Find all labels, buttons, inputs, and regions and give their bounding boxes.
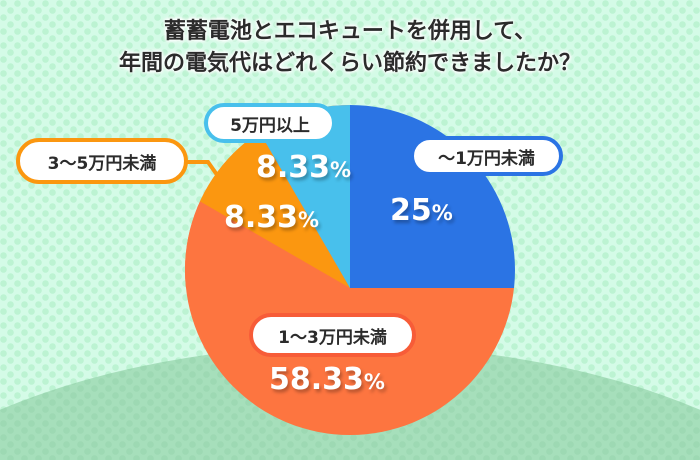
title-line-1: 蓄蓄電池とエコキュートを併用して、 — [163, 19, 537, 44]
label-30k-50k: 3〜5万円未満 — [16, 138, 188, 184]
chart-title: 蓄蓄電池とエコキュートを併用して、 年間の電気代はどれくらい節約できましたか？ — [0, 16, 700, 80]
label-over-50k: 5万円以上 — [204, 103, 336, 143]
pct-30k-50k: 8.33% — [224, 200, 320, 235]
pct-10k-30k: 58.33% — [269, 362, 385, 397]
title-line-2: 年間の電気代はどれくらい節約できましたか？ — [118, 51, 581, 76]
slice-over-50k — [185, 105, 350, 288]
label-under-10k: 〜1万円未満 — [410, 136, 563, 176]
callout-connector — [186, 160, 224, 184]
pct-under-10k: 25% — [390, 193, 453, 228]
label-10k-30k: 1〜3万円未満 — [249, 313, 416, 357]
pct-over-50k: 8.33% — [256, 150, 352, 185]
